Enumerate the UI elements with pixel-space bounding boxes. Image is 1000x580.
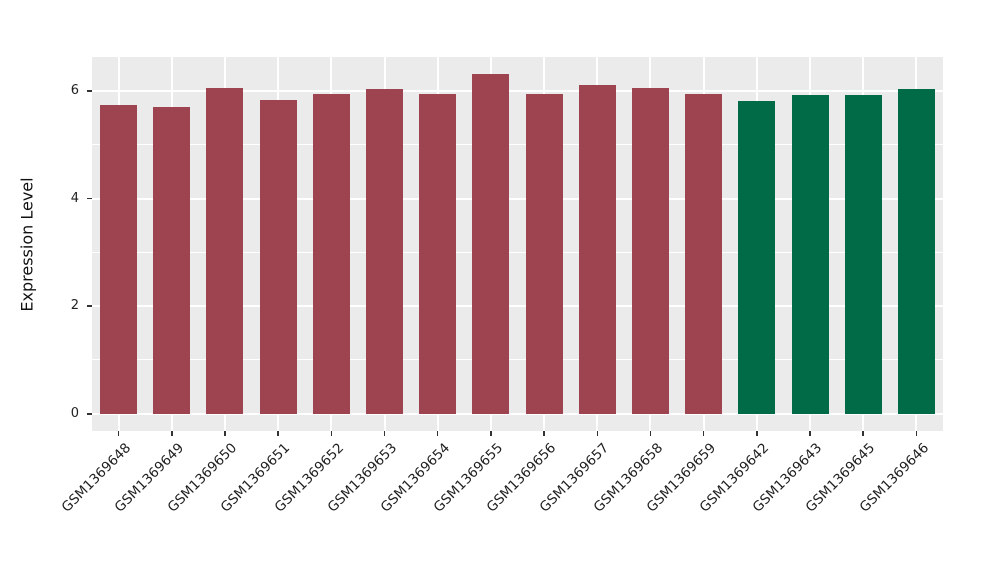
bar-GSM1369654 <box>419 94 457 414</box>
x-tick-mark <box>277 431 279 436</box>
y-tick-mark <box>87 197 92 200</box>
gridline-minor <box>92 144 943 146</box>
x-tick-mark <box>596 431 599 436</box>
x-tick-mark <box>490 431 492 436</box>
bar-GSM1369655 <box>472 74 510 414</box>
bar-GSM1369646 <box>897 88 935 414</box>
y-tick-mark <box>87 413 92 415</box>
gridline-major <box>92 89 943 92</box>
gridline-major <box>92 412 943 415</box>
x-tick-mark <box>224 431 226 436</box>
x-tick-mark <box>543 431 545 436</box>
x-tick-mark <box>330 431 333 436</box>
bar-GSM1369643 <box>791 95 829 414</box>
x-tick-mark <box>649 431 652 436</box>
x-tick-mark <box>702 431 705 436</box>
y-tick-mark <box>87 90 92 92</box>
bar-GSM1369648 <box>100 105 138 414</box>
bar-GSM1369658 <box>631 88 669 414</box>
bar-GSM1369657 <box>578 84 616 414</box>
y-tick-label: 4 <box>70 190 79 206</box>
bar-GSM1369649 <box>153 107 191 414</box>
bar-GSM1369650 <box>206 87 244 414</box>
x-tick-mark <box>809 431 811 436</box>
y-axis-title: Expression Level <box>17 176 37 312</box>
bar-GSM1369653 <box>366 88 404 414</box>
y-axis-title-box: Expression Level <box>14 57 40 431</box>
y-tick-label: 6 <box>70 82 79 98</box>
bar-GSM1369659 <box>685 94 723 414</box>
bar-GSM1369651 <box>259 99 297 414</box>
x-tick-mark <box>171 431 173 436</box>
plot-panel <box>92 57 943 431</box>
x-tick-mark <box>117 431 120 436</box>
y-tick-mark <box>87 305 92 307</box>
gridline-minor <box>92 359 943 361</box>
x-tick-mark <box>862 431 864 436</box>
bar-GSM1369642 <box>738 100 776 414</box>
y-tick-label: 0 <box>70 405 79 421</box>
y-tick-label: 2 <box>70 298 79 314</box>
gridline-major <box>92 305 943 308</box>
x-tick-mark <box>383 431 386 436</box>
x-tick-mark <box>915 431 918 436</box>
bar-GSM1369656 <box>525 93 563 414</box>
bar-GSM1369652 <box>312 93 350 414</box>
x-tick-mark <box>436 431 439 436</box>
x-tick-mark <box>756 431 758 436</box>
gridline-major <box>92 197 943 200</box>
gridline-minor <box>92 251 943 253</box>
bar-GSM1369645 <box>844 95 882 414</box>
